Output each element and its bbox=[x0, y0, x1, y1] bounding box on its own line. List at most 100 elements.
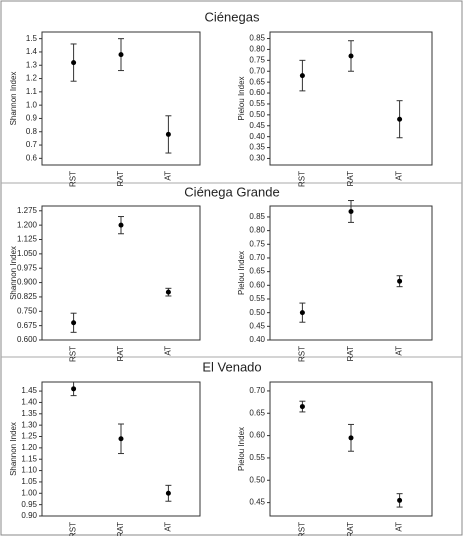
plot-area bbox=[41, 31, 201, 166]
y-tick-label: 0.6 bbox=[26, 153, 38, 162]
y-tick-label: 0.50 bbox=[249, 475, 265, 484]
y-tick-label: 1.200 bbox=[17, 220, 38, 229]
y-tick-label: 0.60 bbox=[249, 431, 265, 440]
y-tick-label: 0.55 bbox=[249, 453, 265, 462]
y-tick-label: 0.75 bbox=[249, 55, 265, 64]
mean-point bbox=[397, 278, 403, 284]
y-tick-label: 1.5 bbox=[26, 34, 38, 43]
mean-point bbox=[348, 435, 354, 441]
x-tick-label: RAT bbox=[116, 346, 125, 362]
mean-point bbox=[397, 116, 403, 122]
y-tick-label: 0.675 bbox=[17, 321, 38, 330]
plot-area bbox=[269, 31, 433, 166]
mean-point bbox=[71, 386, 77, 392]
x-tick-label: AT bbox=[164, 171, 173, 181]
mean-point bbox=[165, 131, 171, 137]
y-tick-label: 0.65 bbox=[249, 77, 265, 86]
mean-point bbox=[118, 436, 124, 442]
y-tick-label: 1.15 bbox=[21, 454, 37, 463]
section-title: El Venado bbox=[202, 359, 261, 374]
x-tick-label: RST bbox=[298, 171, 307, 187]
y-tick-label: 1.050 bbox=[17, 249, 38, 258]
x-tick-label: RST bbox=[298, 522, 307, 536]
y-tick-label: 1.0 bbox=[26, 100, 38, 109]
y-tick-label: 1.10 bbox=[21, 466, 37, 475]
y-axis-label: Pielou Index bbox=[237, 251, 246, 295]
y-tick-label: 0.45 bbox=[249, 121, 265, 130]
y-tick-label: 1.1 bbox=[26, 87, 38, 96]
y-tick-label: 1.45 bbox=[21, 386, 37, 395]
y-tick-label: 0.50 bbox=[249, 110, 265, 119]
y-tick-label: 1.4 bbox=[26, 47, 38, 56]
x-tick-label: RAT bbox=[116, 522, 125, 536]
y-tick-label: 0.900 bbox=[17, 278, 38, 287]
y-tick-label: 1.20 bbox=[21, 443, 37, 452]
plot-area bbox=[269, 381, 433, 517]
y-tick-label: 1.30 bbox=[21, 420, 37, 429]
y-tick-label: 1.40 bbox=[21, 398, 37, 407]
mean-point bbox=[118, 52, 124, 58]
y-axis-label: Pielou Index bbox=[237, 76, 246, 120]
mean-point bbox=[118, 222, 124, 228]
y-tick-label: 0.45 bbox=[249, 321, 265, 330]
y-tick-label: 0.70 bbox=[249, 386, 265, 395]
y-tick-label: 1.2 bbox=[26, 74, 38, 83]
x-tick-label: AT bbox=[395, 171, 404, 181]
y-tick-label: 0.95 bbox=[21, 500, 37, 509]
mean-point bbox=[71, 60, 77, 66]
mean-point bbox=[299, 404, 305, 410]
y-tick-label: 0.30 bbox=[249, 154, 265, 163]
mean-point bbox=[348, 53, 354, 59]
mean-point bbox=[71, 320, 77, 326]
y-tick-label: 0.55 bbox=[249, 294, 265, 303]
x-tick-label: RST bbox=[69, 522, 78, 536]
y-tick-label: 0.70 bbox=[249, 66, 265, 75]
y-tick-label: 1.35 bbox=[21, 409, 37, 418]
y-tick-label: 0.65 bbox=[249, 267, 265, 276]
y-tick-label: 0.40 bbox=[249, 132, 265, 141]
y-tick-label: 1.125 bbox=[17, 235, 38, 244]
y-tick-label: 0.75 bbox=[249, 239, 265, 248]
mean-point bbox=[397, 497, 403, 503]
x-tick-label: RST bbox=[298, 346, 307, 362]
plot-area bbox=[41, 381, 201, 517]
y-tick-label: 0.825 bbox=[17, 292, 38, 301]
mean-point bbox=[165, 490, 171, 496]
y-axis-label: Pielou Index bbox=[237, 427, 246, 471]
y-axis-label: Shannon Index bbox=[9, 246, 18, 300]
section-title: Ciénega Grande bbox=[184, 184, 279, 199]
y-tick-label: 0.80 bbox=[249, 226, 265, 235]
y-tick-label: 0.9 bbox=[26, 114, 38, 123]
y-axis-label: Shannon Index bbox=[9, 422, 18, 476]
mean-point bbox=[299, 73, 305, 79]
y-tick-label: 0.600 bbox=[17, 335, 38, 344]
y-tick-label: 0.65 bbox=[249, 408, 265, 417]
y-tick-label: 0.60 bbox=[249, 280, 265, 289]
x-tick-label: RAT bbox=[346, 522, 355, 536]
y-tick-label: 0.8 bbox=[26, 127, 38, 136]
y-tick-label: 0.85 bbox=[249, 212, 265, 221]
y-tick-label: 0.975 bbox=[17, 263, 38, 272]
y-tick-label: 0.750 bbox=[17, 306, 38, 315]
x-tick-label: RST bbox=[69, 346, 78, 362]
y-tick-label: 0.50 bbox=[249, 308, 265, 317]
y-tick-label: 0.85 bbox=[249, 34, 265, 43]
x-tick-label: RAT bbox=[346, 171, 355, 187]
mean-point bbox=[165, 289, 171, 295]
x-tick-label: RAT bbox=[116, 171, 125, 187]
y-tick-label: 1.05 bbox=[21, 477, 37, 486]
y-tick-label: 1.25 bbox=[21, 432, 37, 441]
mean-point bbox=[348, 208, 354, 214]
section-title: Ciénegas bbox=[205, 9, 260, 24]
plot-area bbox=[269, 205, 433, 341]
y-tick-label: 0.7 bbox=[26, 140, 38, 149]
y-tick-label: 0.55 bbox=[249, 99, 265, 108]
y-tick-label: 0.70 bbox=[249, 253, 265, 262]
x-tick-label: AT bbox=[395, 346, 404, 356]
x-tick-label: RAT bbox=[346, 346, 355, 362]
y-tick-label: 0.45 bbox=[249, 498, 265, 507]
y-tick-label: 0.60 bbox=[249, 88, 265, 97]
x-tick-label: RST bbox=[69, 171, 78, 187]
